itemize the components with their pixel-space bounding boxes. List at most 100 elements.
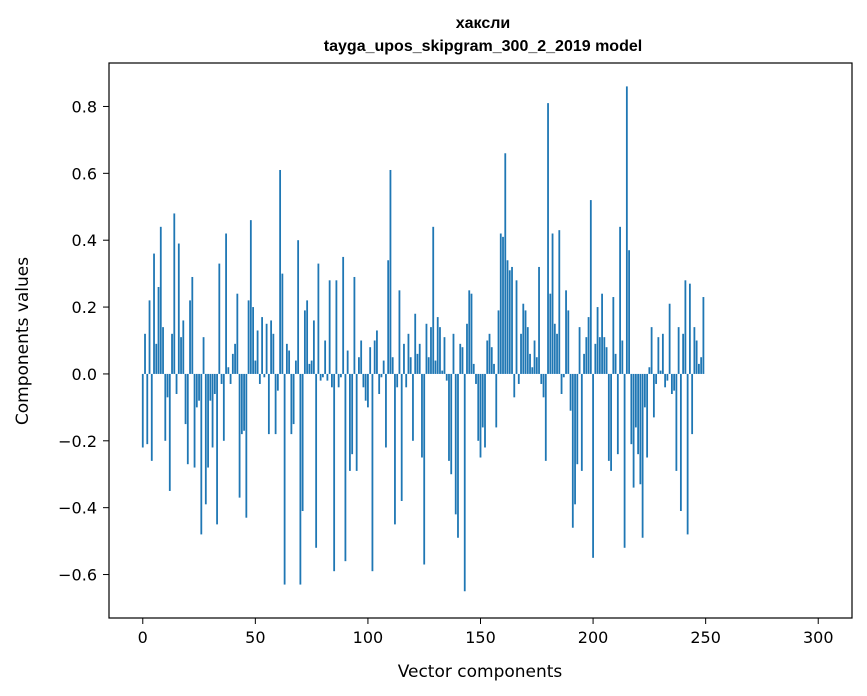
bar	[598, 337, 601, 374]
bar	[562, 373, 565, 378]
bar	[578, 327, 581, 374]
bar	[254, 360, 257, 374]
bar	[252, 307, 254, 374]
bar	[529, 353, 531, 374]
bar	[594, 343, 597, 374]
bar	[625, 86, 628, 374]
bar	[351, 373, 354, 455]
bar	[290, 373, 293, 435]
bar	[276, 373, 279, 391]
y-tick-label: −0.6	[58, 566, 97, 585]
bar	[371, 373, 374, 572]
y-tick-label: 0.4	[72, 231, 97, 250]
y-tick-label: 0.6	[72, 164, 97, 183]
bar	[610, 373, 612, 471]
bar	[623, 373, 626, 548]
bar	[553, 323, 556, 374]
bar	[601, 293, 603, 374]
bar	[648, 367, 651, 374]
bar	[454, 373, 457, 515]
bar	[335, 280, 338, 374]
bar	[531, 367, 534, 374]
bar	[175, 373, 178, 394]
bar	[245, 373, 248, 518]
bar	[468, 290, 471, 374]
bar	[234, 343, 236, 374]
bar	[243, 373, 245, 431]
bar	[195, 373, 198, 408]
bar	[326, 373, 329, 381]
bar	[281, 273, 284, 374]
bar	[560, 373, 563, 394]
bar	[180, 337, 182, 374]
bar	[222, 373, 225, 441]
bar	[387, 260, 390, 374]
bar	[655, 373, 658, 384]
bar	[177, 243, 180, 374]
bar	[157, 287, 160, 374]
x-tick-label: 200	[578, 628, 609, 647]
bar	[457, 373, 459, 538]
y-axis-ticks: −0.6 −0.4 −0.2 0.0 0.2 0.4 0.6 0.8	[58, 97, 109, 585]
bar	[328, 280, 331, 374]
bar	[306, 300, 309, 374]
bar	[200, 373, 203, 535]
bar	[673, 373, 676, 391]
bar	[274, 373, 277, 435]
x-tick-label: 50	[245, 628, 265, 647]
bar	[634, 373, 637, 428]
bar	[285, 343, 288, 374]
bar	[544, 373, 547, 461]
bar	[155, 343, 158, 374]
bar	[153, 253, 155, 374]
chart-title-line-2: tayga_upos_skipgram_300_2_2019 model	[324, 38, 642, 55]
bar	[148, 300, 151, 374]
bar	[571, 373, 574, 528]
bar	[191, 276, 194, 374]
bar	[576, 373, 579, 465]
bar	[373, 340, 376, 374]
bar	[628, 250, 630, 374]
bar	[524, 310, 527, 374]
bar	[171, 333, 173, 374]
bar	[301, 373, 304, 512]
bar	[558, 230, 561, 374]
bar	[580, 373, 583, 471]
bar	[607, 373, 610, 461]
bar	[294, 360, 297, 374]
chart-title-line-1: хаксли	[456, 15, 511, 32]
bar	[589, 200, 592, 374]
bar	[317, 263, 320, 374]
bar	[391, 357, 394, 374]
bar	[549, 293, 552, 374]
bar	[213, 373, 216, 394]
bar	[283, 373, 286, 585]
bar	[173, 213, 176, 374]
bar	[540, 373, 543, 384]
bar	[265, 323, 268, 374]
bar	[637, 373, 640, 455]
bar	[240, 373, 243, 435]
bar	[526, 327, 529, 374]
bar	[495, 373, 498, 428]
bar	[567, 310, 570, 374]
bar	[443, 337, 446, 374]
bar	[430, 327, 432, 374]
bar	[299, 373, 302, 585]
bar	[380, 373, 383, 378]
bar	[236, 293, 239, 374]
bar	[204, 373, 207, 505]
bar	[319, 373, 322, 381]
x-axis-ticks: 0 50 100 150 200 250 300	[138, 618, 834, 647]
bar	[389, 169, 392, 374]
bar	[621, 340, 624, 374]
bar	[310, 360, 313, 374]
bar	[472, 363, 475, 374]
bar	[605, 347, 608, 374]
bar	[416, 353, 419, 374]
bar	[614, 353, 617, 374]
bar	[312, 320, 315, 374]
bar	[439, 327, 441, 374]
bar	[693, 327, 696, 374]
bar	[211, 373, 214, 448]
